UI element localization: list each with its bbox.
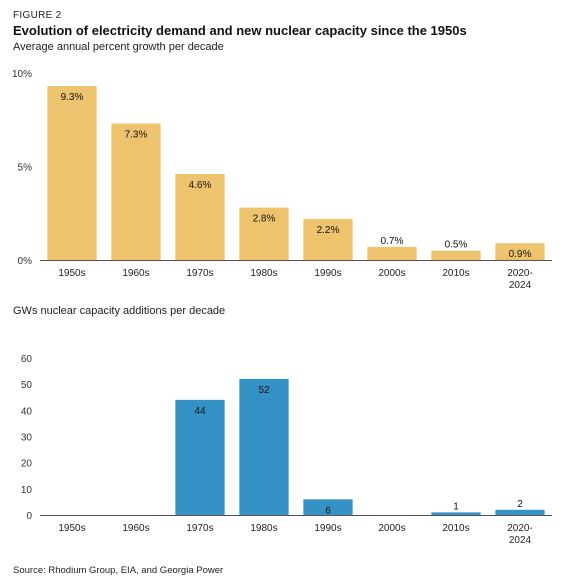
y-tick-label: 10% [12,69,32,80]
bar [175,399,225,515]
bar [303,499,353,515]
data-label: 0.5% [445,240,468,251]
figure-title: Evolution of electricity demand and new … [13,23,467,38]
figure-label: FIGURE 2 [13,10,62,21]
data-label: 1 [453,501,459,512]
bar [367,246,417,260]
y-tick-label: 60 [21,354,33,365]
nuclear-chart-subtitle: GWs nuclear capacity additions per decad… [13,305,226,317]
data-label: 0.9% [509,249,532,260]
x-tick-label: 1990s [314,268,341,279]
y-tick-label: 10 [21,485,33,496]
x-tick-label: 1960s [122,523,149,534]
x-tick-label: 2010s [442,523,469,534]
x-tick-label: 1950s [58,268,85,279]
bar [431,512,481,515]
source-note: Source: Rhodium Group, EIA, and Georgia … [13,565,224,576]
x-tick-label: 1980s [250,268,277,279]
bar [175,173,225,260]
bar [303,218,353,260]
bar [495,243,545,260]
x-tick-label: 1970s [186,268,213,279]
bar [239,207,289,260]
data-label: 6 [325,505,331,516]
bar [239,378,289,515]
bar [431,250,481,260]
y-tick-label: 0% [18,256,33,267]
x-tick-label: 1980s [250,523,277,534]
y-tick-label: 50 [21,380,33,391]
data-label: 9.3% [61,92,84,103]
bar [111,123,161,261]
demand-growth-chart: 0% 5% 10% 9.3% 7.3% 4.6% 2.8% 2.2% 0.7% 0.5% 0.9% 1… [12,69,552,291]
x-tick-label: 2010s [442,268,469,279]
bar [495,509,545,515]
y-tick-label: 5% [18,163,33,174]
y-tick-label: 40 [21,406,33,417]
nuclear-capacity-chart: 0 10 20 30 40 50 60 44 52 6 1 2 1950s 1960s 1970s 1980s… [21,354,552,546]
x-tick-label: 2000s [378,268,405,279]
demand-chart-subtitle: Average annual percent growth per decade [13,41,224,53]
x-tick-label: 2000s [378,523,405,534]
x-tick-label: 1960s [122,268,149,279]
data-label: 2 [517,499,523,510]
y-tick-label: 0 [26,511,32,522]
x-tick-label: 2020-2024 [507,268,533,291]
data-label: 2.8% [253,214,276,225]
data-label: 4.6% [189,180,212,191]
bar [47,86,97,260]
data-label: 2.2% [317,225,340,236]
data-label: 44 [194,406,206,417]
data-label: 7.3% [125,129,148,140]
data-label: 0.7% [381,236,404,247]
y-tick-label: 30 [21,433,33,444]
x-tick-label: 1990s [314,523,341,534]
x-tick-label: 2020-2024 [507,523,533,546]
y-tick-label: 20 [21,459,33,470]
x-tick-label: 1950s [58,523,85,534]
data-label: 52 [258,385,270,396]
x-tick-label: 1970s [186,523,213,534]
